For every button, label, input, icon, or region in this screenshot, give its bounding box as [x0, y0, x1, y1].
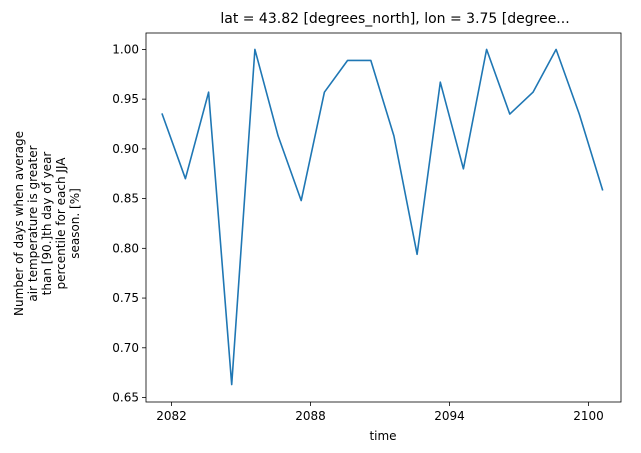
- y-tick-label: 0.65: [112, 391, 139, 405]
- y-tick-label: 0.85: [112, 192, 139, 206]
- y-tick-label: 0.70: [112, 341, 139, 355]
- y-tick-label: 1.00: [112, 42, 139, 56]
- y-tick-label: 0.80: [112, 241, 139, 255]
- y-axis-label-line: air temperature is greater: [26, 145, 40, 301]
- chart-title: lat = 43.82 [degrees_north], lon = 3.75 …: [220, 11, 569, 27]
- x-tick-label: 2088: [295, 409, 326, 423]
- plot-area: 2082 2088 2094 2100 0.65 0.70 0.75 0.80 0.85 0.90…: [112, 32, 622, 423]
- x-tick-label: 2082: [156, 409, 187, 423]
- y-tick-label: 0.90: [112, 142, 139, 156]
- x-tick-label: 2100: [573, 409, 604, 423]
- y-axis-label-line: percentile for each JJA: [54, 157, 68, 290]
- x-axis-label: time: [369, 429, 396, 443]
- y-tick-label: 0.75: [112, 291, 139, 305]
- series-line: [161, 48, 604, 386]
- plot-frame: [145, 32, 622, 403]
- y-axis-label-line: season. [%]: [68, 188, 82, 259]
- y-axis-label-line: Number of days when average: [12, 131, 26, 316]
- y-tick-label: 0.95: [112, 92, 139, 106]
- x-tick-label: 2094: [434, 409, 465, 423]
- y-axis-label: Number of days when average air temperatu…: [12, 131, 82, 316]
- y-axis-label-line: than [90.]th day of year: [40, 152, 54, 296]
